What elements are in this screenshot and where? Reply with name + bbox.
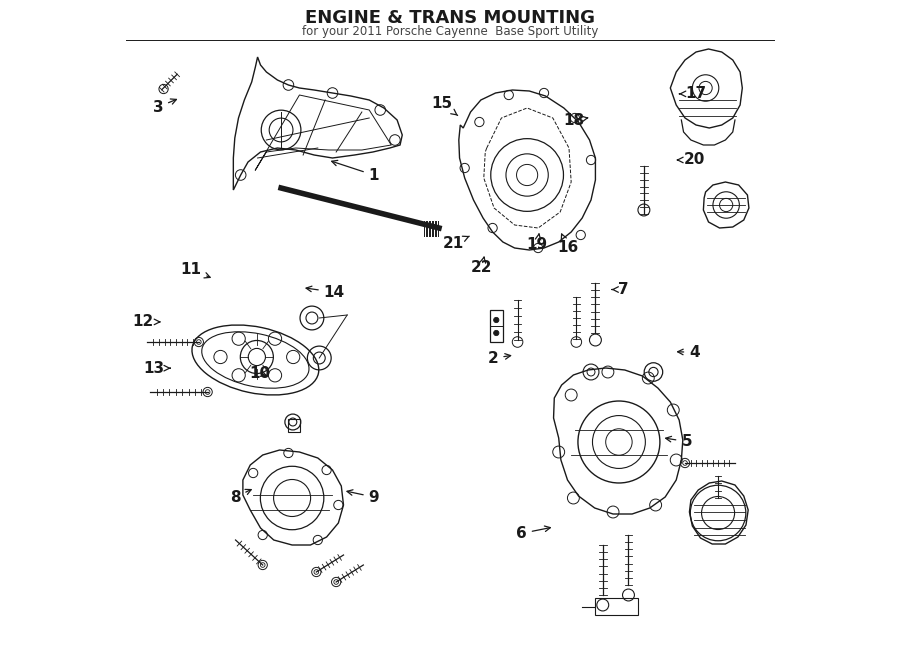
Text: 9: 9 xyxy=(347,490,379,504)
Circle shape xyxy=(493,317,499,323)
Text: 15: 15 xyxy=(431,97,458,116)
Text: 2: 2 xyxy=(488,351,510,366)
Text: 12: 12 xyxy=(132,315,160,329)
Text: for your 2011 Porsche Cayenne  Base Sport Utility: for your 2011 Porsche Cayenne Base Sport… xyxy=(302,26,598,38)
Text: 4: 4 xyxy=(678,345,700,360)
Text: ENGINE & TRANS MOUNTING: ENGINE & TRANS MOUNTING xyxy=(305,9,595,27)
Text: 19: 19 xyxy=(526,234,548,252)
Text: 8: 8 xyxy=(230,489,251,504)
Bar xyxy=(596,598,638,615)
Text: 22: 22 xyxy=(471,257,492,275)
Text: 13: 13 xyxy=(143,361,170,375)
Text: 20: 20 xyxy=(678,153,706,167)
Bar xyxy=(288,419,301,432)
Text: 18: 18 xyxy=(563,113,588,128)
Bar xyxy=(490,310,503,342)
Text: 1: 1 xyxy=(332,161,379,182)
Text: 17: 17 xyxy=(680,87,706,101)
Text: 10: 10 xyxy=(249,366,271,381)
Text: 11: 11 xyxy=(180,262,210,278)
Text: 3: 3 xyxy=(152,99,176,114)
Text: 16: 16 xyxy=(557,234,579,255)
Text: 21: 21 xyxy=(443,236,469,251)
Text: 7: 7 xyxy=(612,282,628,297)
Text: 14: 14 xyxy=(306,285,345,299)
Text: 5: 5 xyxy=(666,434,692,449)
Text: 6: 6 xyxy=(516,526,550,541)
Circle shape xyxy=(493,330,499,336)
